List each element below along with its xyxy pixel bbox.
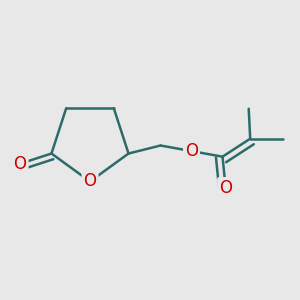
Text: O: O: [185, 142, 198, 160]
Text: O: O: [14, 155, 27, 173]
Text: O: O: [219, 179, 232, 197]
Text: O: O: [83, 172, 97, 190]
